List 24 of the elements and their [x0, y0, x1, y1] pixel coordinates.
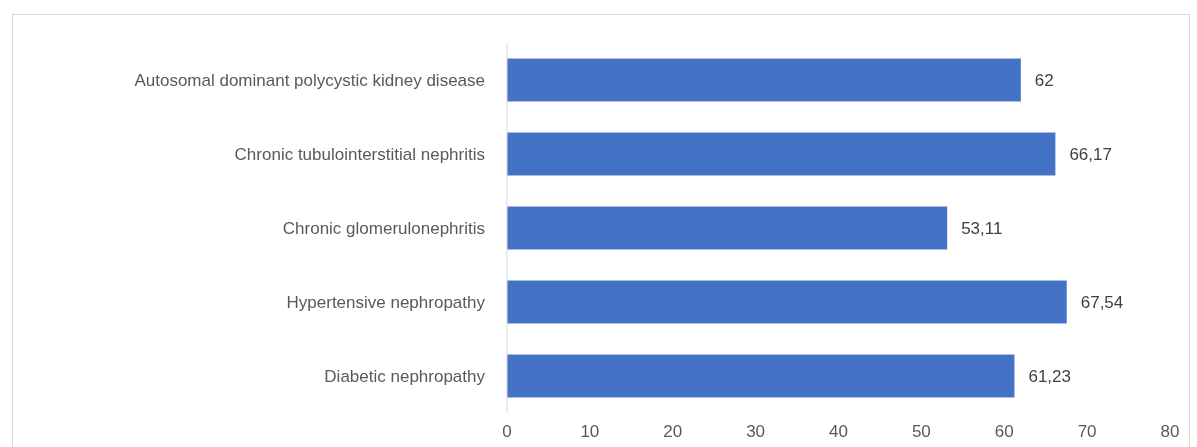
data-label: 61,23 [1028, 366, 1071, 386]
x-tick-label: 40 [829, 422, 848, 441]
x-tick-label: 60 [994, 422, 1014, 441]
x-tick-label: 50 [911, 422, 931, 441]
data-label: 53,11 [961, 218, 1003, 238]
data-label: 66,17 [1069, 144, 1112, 164]
data-label: 62 [1034, 70, 1054, 90]
x-tick-label: 30 [746, 422, 766, 441]
bar [507, 280, 1067, 324]
y-tick-label: Hypertensive nephropathy [286, 292, 486, 312]
x-tick-label: 80 [1160, 422, 1180, 441]
bar [507, 206, 948, 250]
x-tick-label: 20 [663, 422, 683, 441]
y-tick-label: Chronic glomerulonephritis [282, 218, 485, 238]
bar [507, 58, 1021, 102]
x-tick-label: 10 [580, 422, 600, 441]
bar [507, 132, 1056, 176]
x-tick-label: 0 [502, 422, 512, 441]
data-label: 67,54 [1080, 292, 1124, 312]
y-tick-label: Chronic tubulointerstitial nephritis [234, 144, 485, 164]
y-tick-label: Autosomal dominant polycystic kidney disease [134, 70, 485, 90]
x-tick-label: 70 [1077, 422, 1097, 441]
bar [507, 354, 1015, 398]
y-tick-label: Diabetic nephropathy [324, 366, 486, 386]
